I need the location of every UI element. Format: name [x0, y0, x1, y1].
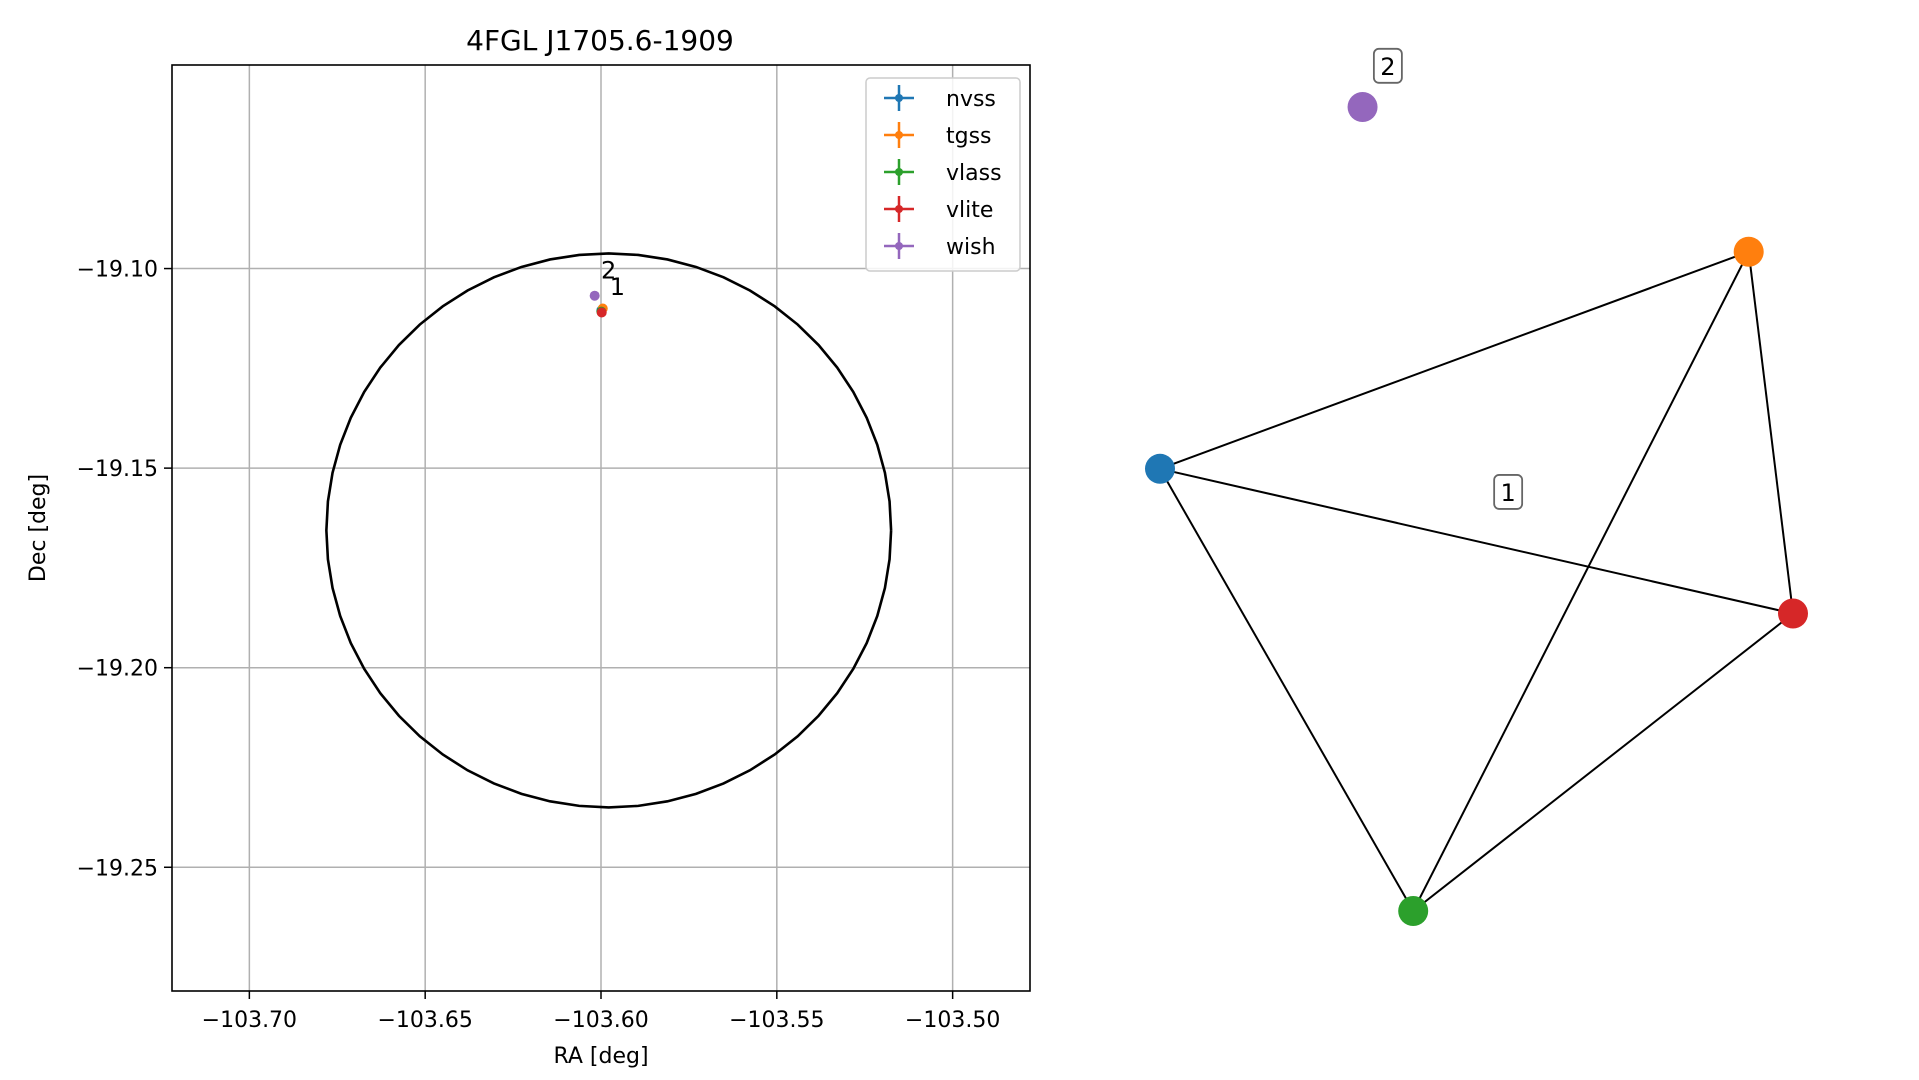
edge-nvss-vlass	[1159, 468, 1415, 912]
annotations: 21	[601, 257, 625, 301]
points-layer	[589, 290, 608, 318]
legend-marker	[895, 242, 903, 250]
edges	[1159, 250, 1794, 912]
legend-item-tgss: tgss	[884, 122, 992, 149]
chart-title: 4FGL J1705.6-1909	[466, 24, 734, 57]
legend-item-vlass: vlass	[884, 159, 1002, 186]
edge-tgss-vlass	[1412, 251, 1750, 912]
y-tick-label: −19.15	[77, 457, 158, 482]
x-tick-label: −103.50	[905, 1008, 1000, 1033]
legend: nvss tgss vlass vlite wish	[865, 77, 1021, 272]
node-vlite	[1778, 598, 1808, 629]
y-tick-label: −19.10	[77, 258, 158, 283]
point-wish	[589, 290, 600, 301]
group-label: 2	[1372, 47, 1403, 84]
group-label-box	[1493, 474, 1524, 510]
x-tick-label: −103.65	[377, 1008, 472, 1033]
legend-marker	[895, 131, 903, 139]
y-axis-ticks: −19.10 −19.15 −19.20 −19.25	[77, 258, 172, 881]
node-wish	[1347, 92, 1378, 122]
legend-label: vlite	[946, 198, 993, 223]
node-tgss	[1733, 236, 1764, 267]
legend-item-nvss: nvss	[884, 85, 996, 112]
y-tick-label: −19.20	[77, 657, 158, 682]
node-nvss	[1145, 453, 1175, 484]
legend-item-wish: wish	[884, 233, 996, 260]
legend-label: nvss	[946, 87, 996, 112]
annotation-label: 1	[610, 273, 625, 301]
edge-tgss-vlite	[1747, 251, 1794, 614]
legend-label: vlass	[946, 161, 1002, 186]
legend-marker	[895, 94, 903, 102]
group-label-text: 2	[1380, 53, 1395, 81]
group-label: 1	[1493, 474, 1524, 510]
annotation-label: 2	[601, 257, 616, 285]
y-tick-label: −19.25	[77, 856, 158, 881]
group-labels: 12	[1372, 47, 1524, 510]
x-axis-label: RA [deg]	[553, 1044, 648, 1069]
point-vlite	[596, 307, 607, 318]
uncertainty-ellipse	[325, 252, 893, 809]
group-label-text: 1	[1501, 479, 1516, 507]
legend-box	[865, 77, 1021, 272]
y-axis-label: Dec [deg]	[26, 474, 51, 582]
edge-nvss-tgss	[1159, 250, 1750, 470]
legend-marker	[895, 168, 903, 176]
x-tick-label: −103.55	[729, 1008, 824, 1033]
x-tick-label: −103.60	[553, 1008, 648, 1033]
network-panel: 12	[1145, 47, 1808, 926]
scatter-panel: 4FGL J1705.6-1909 21 −103.70 −103.65 −103.…	[26, 24, 1031, 1069]
uncertainty-ellipse-layer	[325, 252, 893, 809]
legend-item-vlite: vlite	[884, 196, 993, 223]
legend-marker	[895, 205, 903, 213]
edge-nvss-vlite	[1159, 467, 1794, 615]
nodes	[1145, 92, 1808, 926]
legend-label: wish	[946, 235, 996, 260]
node-vlass	[1398, 896, 1429, 926]
legend-label: tgss	[946, 124, 992, 149]
edge-vlass-vlite	[1412, 612, 1794, 912]
x-tick-label: −103.70	[202, 1008, 297, 1033]
group-label-box	[1372, 47, 1403, 84]
x-axis-ticks: −103.70 −103.65 −103.60 −103.55 −103.50	[202, 991, 1000, 1033]
